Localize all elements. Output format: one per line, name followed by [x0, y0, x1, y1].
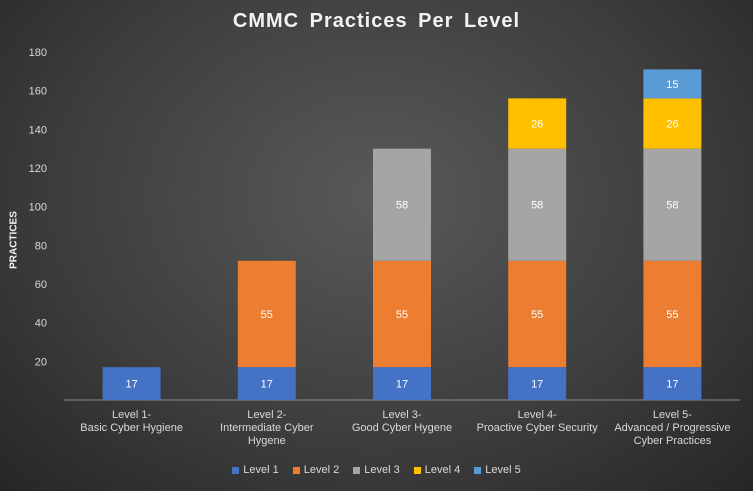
bar-segment-level-3 — [508, 148, 567, 261]
x-tick-label-line: Good Cyber Hygene — [352, 422, 452, 434]
legend-swatch — [413, 466, 421, 474]
x-tick-label: Level 4-Proactive Cyber Security — [477, 409, 599, 434]
bar-segment-level-1 — [508, 367, 567, 400]
data-label: 58 — [666, 200, 678, 212]
bar-segment-level-3 — [643, 148, 702, 261]
legend-label: Level 2 — [303, 464, 340, 476]
legend-swatch — [474, 466, 482, 474]
x-tick-label-line: Level 2- — [247, 409, 286, 421]
data-label: 17 — [261, 379, 273, 391]
bar-segment-level-2 — [508, 260, 567, 368]
data-label: 55 — [666, 309, 678, 321]
bar-segment-level-2 — [373, 260, 431, 368]
chart-title: CMMC Practices Per Level — [232, 10, 521, 32]
legend-label: Level 5 — [485, 464, 521, 476]
bar-segment-level-2 — [643, 260, 702, 368]
y-tick-label: 120 — [29, 163, 47, 175]
bar-segment-level-1 — [643, 367, 702, 400]
chart-legend: Level 1 Level 2 Level 3 Level 4 Level 5 — [0, 464, 753, 476]
y-tick-label: 180 — [29, 47, 47, 59]
data-label: 55 — [531, 309, 543, 321]
legend-swatch — [232, 466, 240, 474]
data-label: 55 — [261, 309, 273, 321]
data-label: 55 — [396, 309, 408, 321]
bar-segment-level-1 — [102, 367, 161, 400]
x-tick-label-line: Intermediate Cyber — [220, 422, 314, 434]
legend-item: Level 2 — [292, 464, 340, 476]
x-tick-label: Level 1-Basic Cyber Hygiene — [80, 409, 183, 434]
legend-item: Level 1 — [232, 464, 279, 476]
y-tick-label: 100 — [29, 202, 47, 214]
bar-segment-level-4 — [643, 98, 702, 149]
x-tick-label: Level 2-Intermediate Cyber Hygene — [220, 409, 314, 447]
data-label: 58 — [531, 200, 543, 212]
data-label: 17 — [531, 379, 543, 391]
bar-segment-level-5 — [643, 69, 702, 99]
bar-segment-level-4 — [508, 98, 567, 149]
data-label: 17 — [666, 379, 678, 391]
x-tick-label-line: Basic Cyber Hygiene — [80, 422, 183, 434]
x-tick-label: Level 5-Advanced / Progressive Cyber Prac… — [614, 409, 730, 447]
data-label: 26 — [531, 119, 543, 131]
bar-segment-level-3 — [373, 148, 431, 261]
y-tick-label: 80 — [35, 240, 47, 252]
data-label: 58 — [396, 200, 408, 212]
legend-swatch — [292, 466, 300, 474]
bar-segment-level-2 — [237, 260, 296, 368]
y-tick-label: 160 — [29, 86, 47, 98]
x-tick-label-line: Cyber Practices — [634, 435, 712, 447]
x-tick-label-line: Proactive Cyber Security — [477, 422, 599, 434]
y-tick-label: 60 — [35, 279, 47, 291]
legend-label: Level 1 — [243, 464, 279, 476]
x-tick-label-line: Level 5- — [653, 409, 692, 421]
y-tick-label: 20 — [35, 356, 47, 368]
x-tick-label-line: Advanced / Progressive — [614, 422, 730, 434]
legend-item: Level 3 — [353, 464, 400, 476]
legend-label: Level 3 — [364, 464, 400, 476]
x-tick-label-line: Level 4- — [518, 409, 557, 421]
x-tick-label-line: Hygene — [248, 435, 286, 447]
legend-swatch — [353, 466, 361, 474]
legend-label: Level 4 — [424, 464, 461, 476]
bar-segment-level-1 — [373, 367, 431, 400]
legend-item: Level 5 — [474, 464, 521, 476]
data-label: 17 — [396, 379, 408, 391]
legend-item: Level 4 — [413, 464, 461, 476]
y-tick-label: 140 — [29, 124, 47, 136]
data-label: 15 — [666, 79, 678, 91]
bar-segment-level-1 — [237, 367, 296, 400]
data-label: 17 — [125, 379, 137, 391]
y-tick-label: 40 — [35, 318, 47, 330]
x-tick-label-line: Level 3- — [382, 409, 421, 421]
x-tick-label: Level 3-Good Cyber Hygene — [352, 409, 452, 434]
data-label: 26 — [666, 119, 678, 131]
x-tick-label-line: Level 1- — [112, 409, 151, 421]
